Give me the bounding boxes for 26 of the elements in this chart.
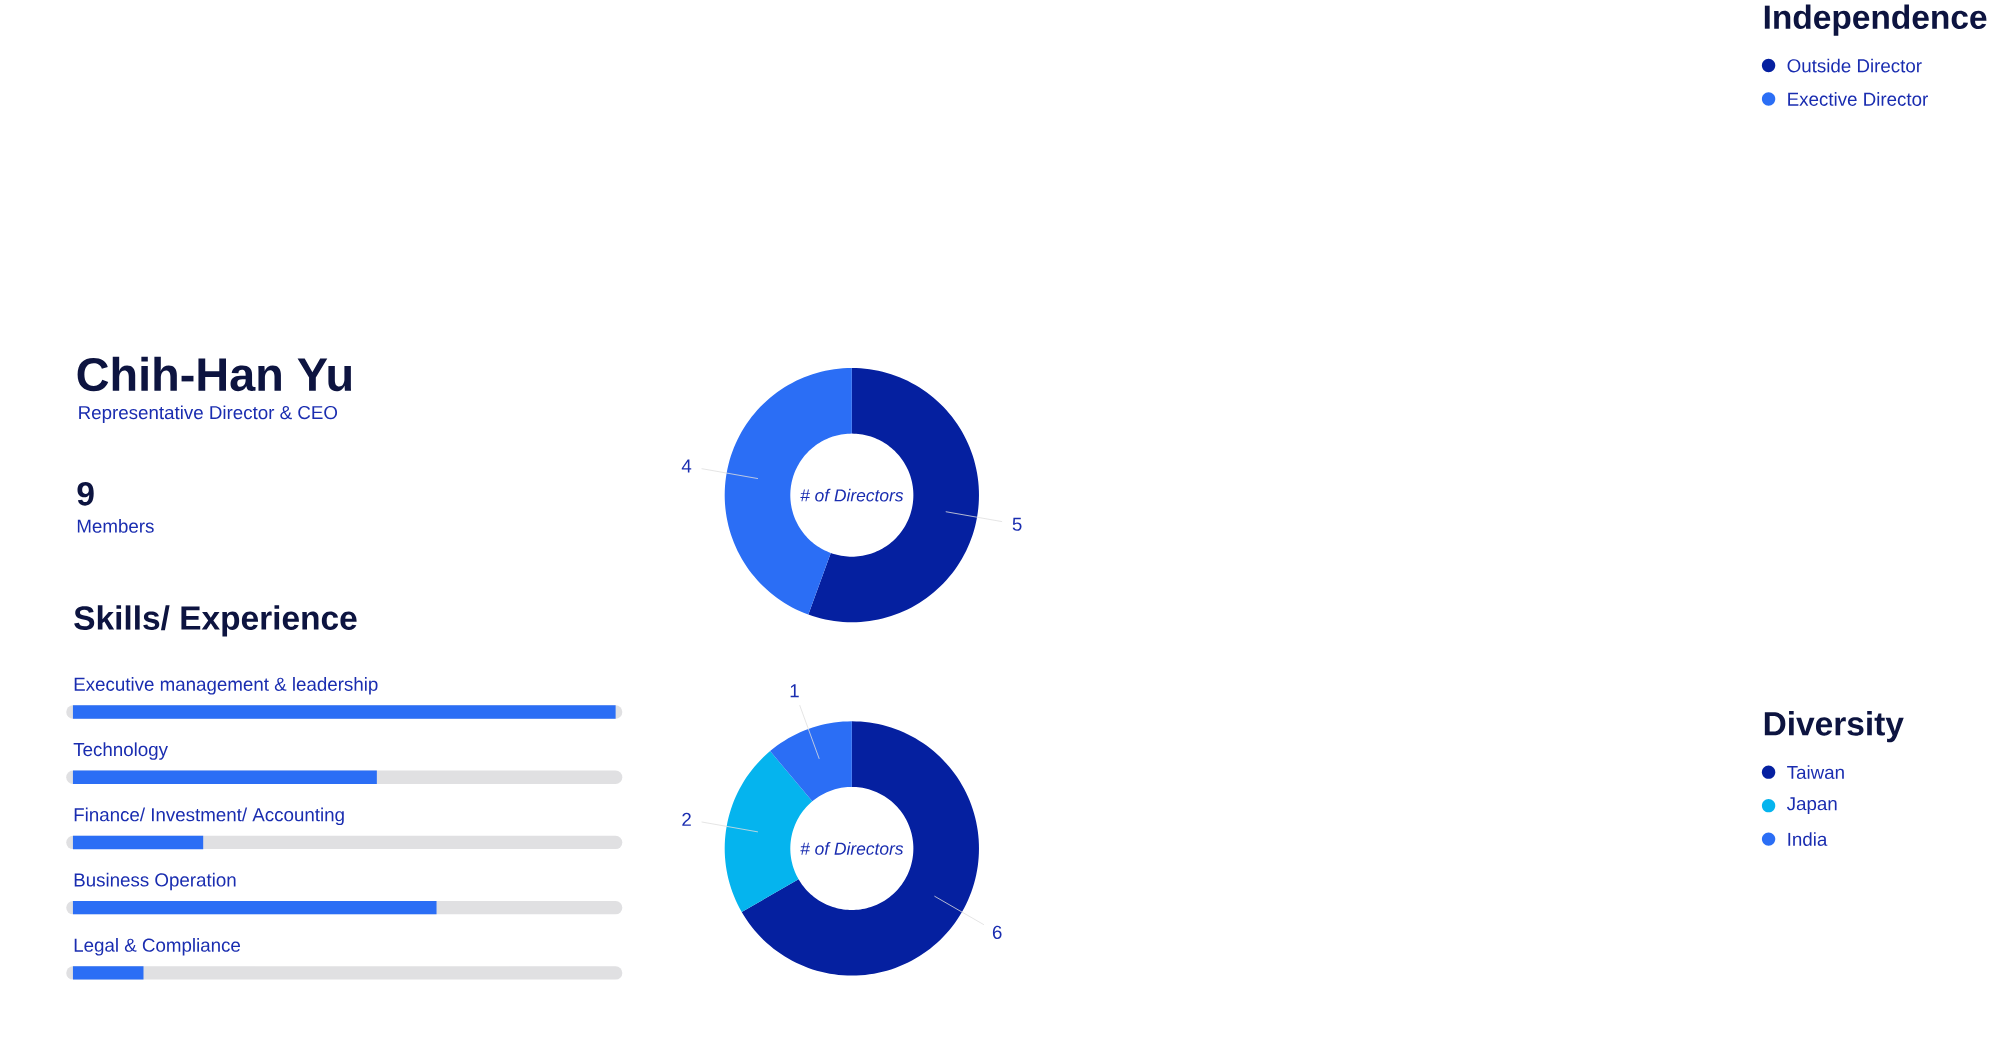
bar xyxy=(72,966,144,980)
data-label: 4 xyxy=(681,459,692,473)
y-tick-label: Business Operation xyxy=(74,872,236,891)
text: Chih-Han Yu xyxy=(77,356,352,392)
legend-label: Outside Director xyxy=(1787,58,1922,73)
text: 9 xyxy=(77,481,94,506)
chart-title: Skills/ Experience xyxy=(74,605,357,637)
bar xyxy=(72,835,204,850)
y-tick-label: Finance/ Investment/ Accounting xyxy=(74,807,344,825)
legend-label: Taiwan xyxy=(1787,765,1844,779)
chart-title: Independence xyxy=(1764,4,1987,36)
y-tick-label: Legal & Compliance xyxy=(74,937,241,956)
text: Representative Director & CEO xyxy=(79,405,338,423)
data-label: 1 xyxy=(790,684,799,698)
legend-label: Exective Director xyxy=(1788,92,1928,106)
legend-label: India xyxy=(1788,832,1828,846)
text: Members xyxy=(77,518,154,533)
data-label: 6 xyxy=(992,925,1002,939)
legend-label: Japan xyxy=(1786,797,1837,814)
text: # of Directors xyxy=(800,841,904,855)
data-label: 5 xyxy=(1012,517,1022,531)
y-tick-label: Technology xyxy=(73,742,168,760)
text: Diversity xyxy=(1764,710,1904,743)
y-tick-label: Executive management & leadership xyxy=(74,677,378,695)
data-label: 2 xyxy=(682,812,691,826)
text: # of Directors xyxy=(800,488,904,502)
